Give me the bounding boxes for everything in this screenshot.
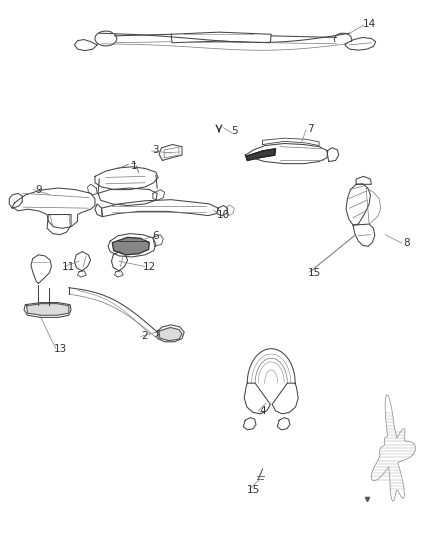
Text: 8: 8 [403,238,410,248]
Polygon shape [159,327,182,341]
Text: 14: 14 [363,19,376,29]
Text: 6: 6 [152,231,159,241]
Text: 7: 7 [307,124,314,134]
Text: 1: 1 [131,161,138,171]
Text: 12: 12 [143,262,156,271]
Text: 3: 3 [152,145,159,155]
Text: 4: 4 [259,406,266,416]
Polygon shape [246,149,276,160]
Text: 2: 2 [142,332,148,342]
Text: 5: 5 [231,126,237,136]
Text: 10: 10 [217,209,230,220]
Text: 11: 11 [62,262,75,271]
Text: 15: 15 [246,485,260,495]
Polygon shape [27,304,69,316]
Text: 9: 9 [35,184,42,195]
Polygon shape [113,237,149,255]
Text: 15: 15 [308,268,321,278]
Text: 13: 13 [53,344,67,354]
